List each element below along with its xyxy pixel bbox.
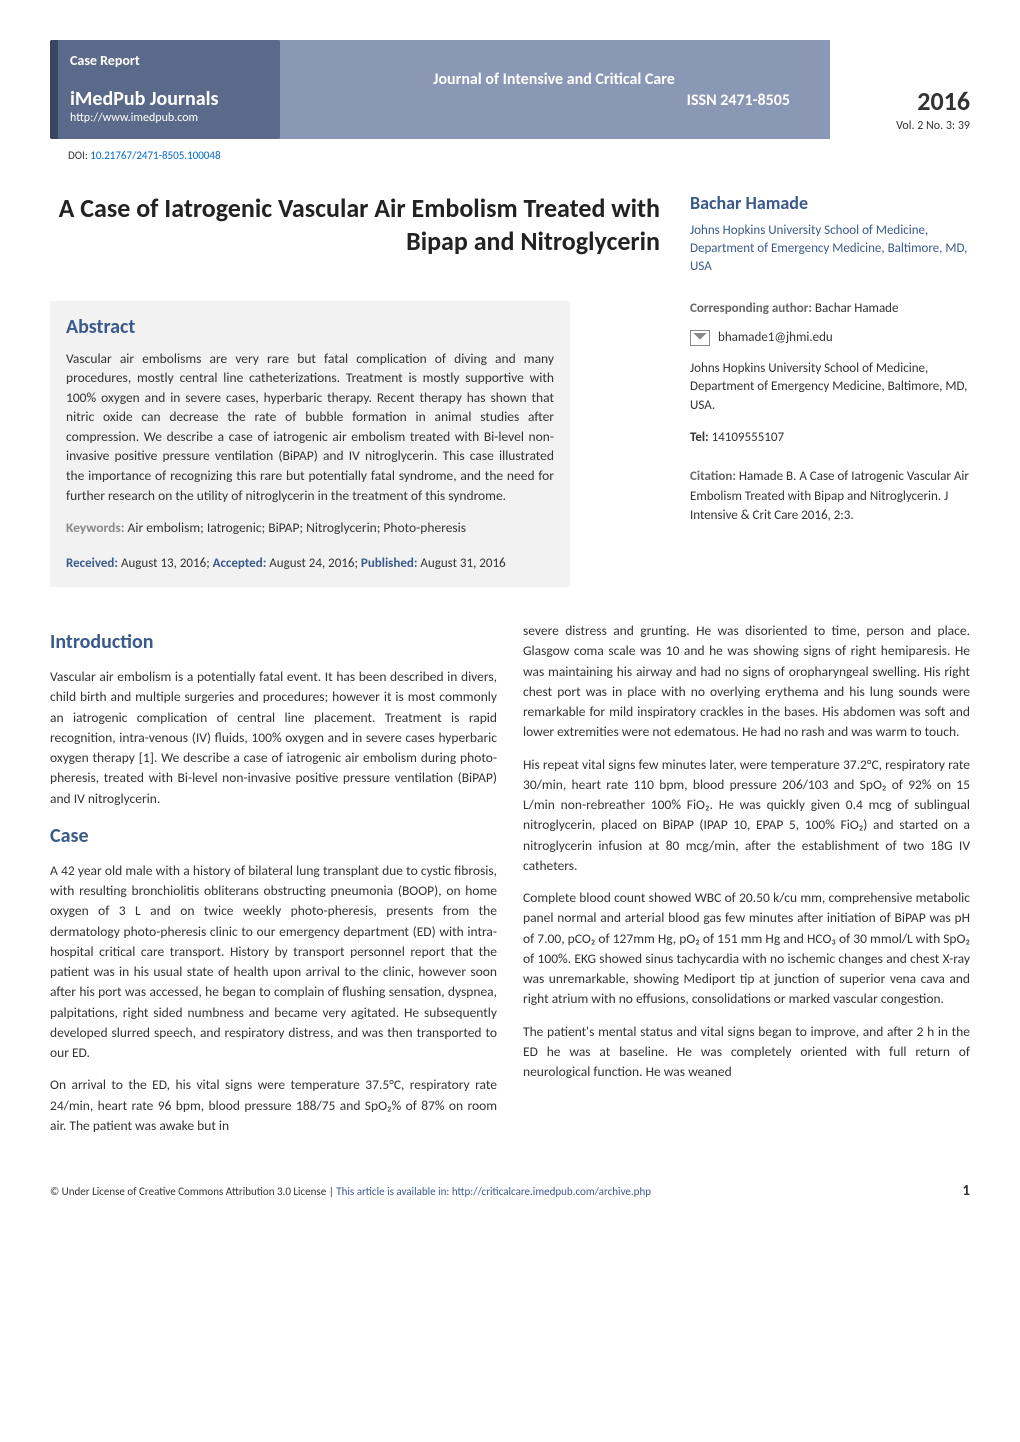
corresponding-email[interactable]: bhamade1@jhmi.edu (718, 330, 833, 345)
received-label: Received: (66, 556, 118, 571)
publisher-name: iMedPub Journals (66, 87, 264, 111)
case-p2-right: severe distress and grunting. He was dis… (523, 621, 970, 743)
article-title: A Case of Iatrogenic Vascular Air Emboli… (50, 192, 660, 257)
article-type: Case Report (66, 52, 264, 69)
doi-link[interactable]: 10.21767/2471-8505.100048 (90, 149, 220, 162)
corresponding-col: Corresponding author: Bachar Hamade bham… (690, 301, 970, 612)
email-icon (690, 330, 710, 346)
publisher-box: Case Report iMedPub Journals http://www.… (50, 40, 280, 139)
journal-box: Journal of Intensive and Critical Care I… (278, 40, 830, 139)
publisher-url[interactable]: http://www.imedpub.com (66, 111, 264, 125)
keywords-label: Keywords: (66, 519, 124, 536)
case-p3-right: His repeat vital signs few minutes later… (523, 755, 970, 877)
citation-label: Citation: (690, 469, 739, 484)
author-name: Bachar Hamade (690, 192, 970, 214)
license-text: © Under License of Creative Commons Attr… (50, 1185, 336, 1198)
case-p1: A 42 year old male with a history of bil… (50, 861, 497, 1064)
introduction-heading: Introduction (50, 627, 497, 657)
corresponding-name: Bachar Hamade (815, 301, 899, 316)
introduction-p1: Vascular air embolism is a potentially f… (50, 667, 497, 809)
published-date: August 31, 2016 (417, 556, 505, 571)
page-number: 1 (962, 1182, 970, 1200)
abstract-box: Abstract Vascular air embolisms are very… (50, 301, 570, 588)
publication-year: 2016 (846, 85, 970, 117)
abstract-row: Abstract Vascular air embolisms are very… (50, 301, 970, 612)
header-band: Case Report iMedPub Journals http://www.… (50, 40, 970, 139)
dates-line: Received: August 13, 2016; Accepted: Aug… (66, 556, 554, 571)
keywords-value: Air embolism; Iatrogenic; BiPAP; Nitrogl… (124, 519, 466, 536)
received-date: August 13, 2016; (118, 556, 213, 571)
case-p4-right: Complete blood count showed WBC of 20.50… (523, 888, 970, 1010)
availability-link[interactable]: This article is available in: http://cri… (336, 1185, 651, 1198)
volume-issue: Vol. 2 No. 3: 39 (846, 119, 970, 133)
tel-label: Tel: (690, 430, 712, 445)
body-columns: Introduction Vascular air embolism is a … (50, 621, 970, 1148)
accepted-label: Accepted: (213, 556, 267, 571)
abstract-text: Vascular air embolisms are very rare but… (66, 349, 554, 506)
corresponding-affiliation: Johns Hopkins University School of Medic… (690, 360, 970, 417)
case-p5-right: The patient's mental status and vital si… (523, 1022, 970, 1083)
corresponding-label: Corresponding author: (690, 301, 815, 316)
case-heading: Case (50, 821, 497, 851)
accepted-date: August 24, 2016; (266, 556, 361, 571)
title-row: A Case of Iatrogenic Vascular Air Emboli… (50, 192, 970, 277)
case-p2-left: On arrival to the ED, his vital signs we… (50, 1075, 497, 1136)
published-label: Published: (361, 556, 418, 571)
author-affiliation: Johns Hopkins University School of Medic… (690, 222, 970, 277)
page-footer: © Under License of Creative Commons Attr… (50, 1176, 970, 1200)
abstract-heading: Abstract (66, 315, 554, 339)
issue-box: 2016 Vol. 2 No. 3: 39 (830, 40, 970, 139)
issn: ISSN 2471-8505 (687, 91, 790, 110)
body-col-right: severe distress and grunting. He was dis… (523, 621, 970, 1148)
doi-line: DOI: 10.21767/2471-8505.100048 (68, 149, 970, 162)
journal-name: Journal of Intensive and Critical Care (433, 70, 675, 89)
tel-value: 14109555107 (712, 430, 784, 445)
keywords-line: Keywords: Air embolism; Iatrogenic; BiPA… (66, 519, 554, 536)
doi-label: DOI: (68, 149, 90, 162)
body-col-left: Introduction Vascular air embolism is a … (50, 621, 497, 1148)
